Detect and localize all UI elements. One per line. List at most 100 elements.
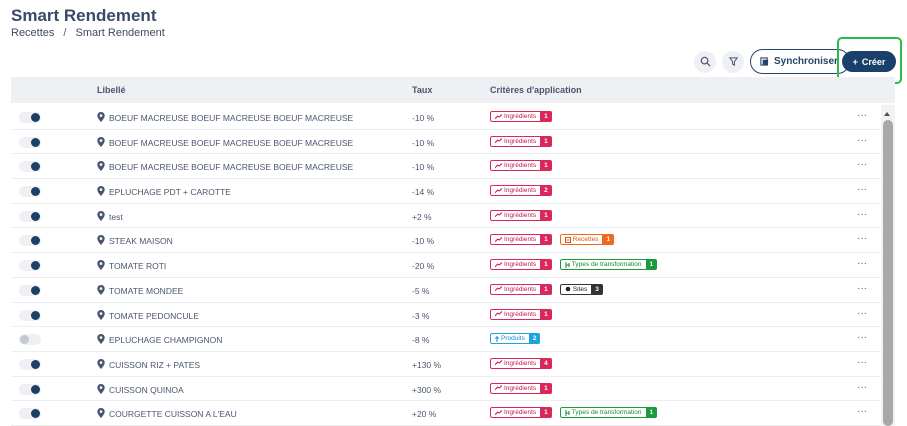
criteria-tag-ing[interactable]: Ingrédients 1 <box>490 283 552 295</box>
scroll-up-arrow-icon[interactable] <box>884 112 890 116</box>
criteria-tag-ing[interactable]: Ingrédients 1 <box>490 407 552 419</box>
criteria-tag-label: Ingrédients <box>504 187 537 195</box>
enable-toggle[interactable] <box>19 408 41 420</box>
criteria-tag-ing[interactable]: Ingrédients 1 <box>490 259 552 271</box>
row-criteria: Produits 2 <box>490 333 541 345</box>
toggle-knob <box>31 187 40 197</box>
enable-toggle[interactable] <box>19 309 41 321</box>
row-more-menu-icon[interactable]: ··· <box>857 406 867 418</box>
table-row[interactable]: CUISSON QUINOA +300 % Ingrédients 1 ··· <box>11 377 881 402</box>
enable-toggle[interactable] <box>19 112 41 123</box>
criteria-tag-ing[interactable]: Ingrédients 4 <box>490 357 552 369</box>
toggle-knob <box>31 137 40 147</box>
table-row[interactable]: COURGETTE CUISSON A L'EAU +20 % Ingrédient… <box>11 401 881 426</box>
table-row[interactable]: EPLUCHAGE CHAMPIGNON -8 % Produits 2 ··· <box>11 327 881 352</box>
criteria-tag-label: Produits <box>501 335 525 343</box>
row-more-menu-icon[interactable]: ··· <box>857 258 867 270</box>
criteria-tag-name: Ingrédients <box>490 185 541 197</box>
criteria-tag-count: 1 <box>540 111 552 122</box>
criteria-tag-ing[interactable]: Ingrédients 1 <box>490 111 552 122</box>
row-more-menu-icon[interactable]: ··· <box>857 307 867 319</box>
sync-button[interactable]: Synchroniser <box>750 49 850 74</box>
row-label: BOEUF MACREUSE BOEUF MACREUSE BOEUF MACR… <box>97 112 353 124</box>
row-more-menu-icon[interactable]: ··· <box>857 282 867 294</box>
row-label-text: TOMATE MONDEE <box>109 285 184 296</box>
enable-toggle[interactable] <box>19 136 41 148</box>
filter-icon <box>728 57 738 66</box>
criteria-tag-ing[interactable]: Ingrédients 1 <box>490 382 552 394</box>
table-row[interactable]: CUISSON RIZ + PATES +130 % Ingrédients 4 ··· <box>11 352 881 377</box>
row-more-menu-icon[interactable]: ··· <box>857 184 867 196</box>
table-row[interactable]: TOMATE MONDEE -5 % Ingrédients 1 Sites 3 ··· <box>11 278 881 303</box>
create-button[interactable]: + Créer <box>842 51 896 72</box>
criteria-tag-label: Types de transformation <box>571 261 642 269</box>
criteria-tag-count: 1 <box>540 283 552 295</box>
enable-toggle[interactable] <box>19 334 41 346</box>
criteria-tag-name: Ingrédients <box>490 308 541 320</box>
criteria-tag-ing[interactable]: Ingrédients 1 <box>490 234 552 246</box>
breadcrumb-link-recettes[interactable]: Recettes <box>11 27 55 39</box>
row-more-menu-icon[interactable]: ··· <box>857 381 867 393</box>
criteria-tag-ing[interactable]: Ingrédients 1 <box>490 209 552 221</box>
row-label-text: CUISSON RIZ + PATES <box>109 359 201 370</box>
criteria-tag-ing[interactable]: Ingrédients 2 <box>490 185 552 197</box>
column-header-taux[interactable]: Taux <box>412 85 433 95</box>
row-more-menu-icon[interactable]: ··· <box>857 233 867 245</box>
row-rate: +2 % <box>412 211 432 222</box>
row-label-text: STEAK MAISON <box>109 236 173 247</box>
row-more-menu-icon[interactable]: ··· <box>857 159 867 171</box>
enable-toggle[interactable] <box>19 284 41 296</box>
row-more-menu-icon[interactable]: ··· <box>857 332 867 344</box>
enable-toggle[interactable] <box>19 358 41 370</box>
row-rate: -14 % <box>412 187 435 198</box>
table-row[interactable]: BOEUF MACREUSE BOEUF MACREUSE BOEUF MACR… <box>11 154 881 180</box>
table-row[interactable]: BOEUF MACREUSE BOEUF MACREUSE BOEUF MACR… <box>11 105 881 130</box>
criteria-tag-typ[interactable]: Types de transformation 1 <box>559 259 658 271</box>
enable-toggle[interactable] <box>19 186 41 198</box>
table-row[interactable]: BOEUF MACREUSE BOEUF MACREUSE BOEUF MACR… <box>11 130 881 155</box>
row-rate: +130 % <box>412 359 442 370</box>
ingredients-icon <box>495 360 502 366</box>
enable-toggle[interactable] <box>19 210 41 222</box>
enable-toggle[interactable] <box>19 161 41 173</box>
criteria-tag-ing[interactable]: Ingrédients 1 <box>490 135 552 147</box>
row-more-menu-icon[interactable]: ··· <box>857 110 867 121</box>
row-label: TOMATE PEDONCULE <box>97 309 199 322</box>
criteria-tag-prod[interactable]: Produits 2 <box>490 333 541 345</box>
row-more-menu-icon[interactable]: ··· <box>857 134 867 146</box>
enable-toggle[interactable] <box>19 235 41 247</box>
table-row[interactable]: EPLUCHAGE PDT + CAROTTE -14 % Ingrédients 2… <box>11 179 881 204</box>
ingredients-icon <box>495 187 502 194</box>
table-row[interactable]: test +2 % Ingrédients 1 ··· <box>11 204 881 229</box>
scrollbar-thumb[interactable] <box>883 120 893 426</box>
criteria-tag-label: Ingrédients <box>504 359 537 367</box>
criteria-tag-name: Ingrédients <box>490 234 541 246</box>
enable-toggle[interactable] <box>19 260 41 272</box>
row-more-menu-icon[interactable]: ··· <box>857 208 867 220</box>
row-criteria: Ingrédients 4 <box>490 357 552 369</box>
table-row[interactable]: TOMATE PEDONCULE -3 % Ingrédients 1 ··· <box>11 303 881 328</box>
column-header-criteres[interactable]: Critères d'application <box>490 85 582 95</box>
row-label: TOMATE ROTI <box>97 260 166 272</box>
table-row[interactable]: TOMATE ROTI -20 % Ingrédients 1 Types de tra… <box>11 253 881 278</box>
criteria-tag-name: Ingrédients <box>490 407 541 419</box>
vertical-scrollbar[interactable] <box>881 105 895 426</box>
criteria-tag-typ[interactable]: Types de transformation 1 <box>559 407 658 419</box>
search-button[interactable] <box>694 50 716 73</box>
row-rate: -8 % <box>412 335 430 346</box>
criteria-tag-ing[interactable]: Ingrédients 1 <box>490 308 552 320</box>
criteria-tag-label: Ingrédients <box>504 236 537 244</box>
criteria-tag-name: Ingrédients <box>490 357 541 369</box>
criteria-tag-label: Ingrédients <box>504 211 537 219</box>
location-pin-icon <box>97 210 105 223</box>
row-more-menu-icon[interactable]: ··· <box>857 356 867 368</box>
criteria-tag-sit[interactable]: Sites 3 <box>559 283 603 295</box>
filter-button[interactable] <box>722 50 744 73</box>
criteria-tag-rec[interactable]: Recettes 1 <box>559 234 615 246</box>
breadcrumb-separator: / <box>63 27 67 39</box>
column-header-libelle[interactable]: Libellé <box>97 85 126 95</box>
enable-toggle[interactable] <box>19 383 41 395</box>
criteria-tag-ing[interactable]: Ingrédients 1 <box>490 160 552 172</box>
table-row[interactable]: STEAK MAISON -10 % Ingrédients 1 Recettes 1 ··… <box>11 228 881 254</box>
criteria-tag-name: Recettes <box>559 234 603 246</box>
